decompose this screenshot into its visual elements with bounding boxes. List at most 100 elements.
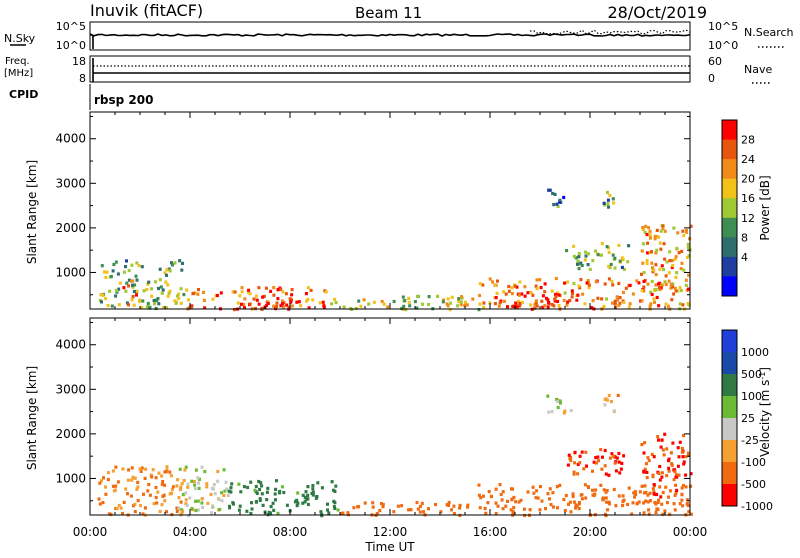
echo-cell — [667, 459, 670, 463]
echo-cell — [627, 244, 631, 248]
echo-cell — [540, 499, 544, 503]
echo-cell — [506, 305, 509, 309]
echo-cell — [599, 448, 603, 452]
echo-cell — [111, 269, 115, 273]
echo-cell — [167, 267, 171, 271]
echo-cell — [517, 299, 521, 303]
echo-cell — [653, 234, 657, 238]
echo-cell — [392, 299, 396, 304]
echo-cell — [640, 288, 644, 293]
echo-cell — [504, 292, 508, 296]
echo-cell — [675, 473, 678, 477]
echo-cell — [584, 496, 588, 500]
echo-cell — [239, 490, 243, 494]
echo-cell — [606, 202, 610, 206]
echo-cell — [267, 510, 271, 514]
echo-cell — [685, 498, 689, 502]
sky-right-tick-top: 10^5 — [708, 20, 738, 33]
echo-cell — [102, 476, 105, 480]
velocity-colorbar: 1000 500 100 25 -25 -100 -500 -1000 — [721, 329, 773, 513]
echo-cell — [116, 480, 120, 484]
echo-cell — [185, 503, 189, 507]
echo-cell — [141, 512, 145, 516]
echo-cell — [652, 492, 656, 496]
echo-cell — [242, 302, 246, 307]
echo-cell — [682, 434, 685, 438]
echo-cell — [614, 306, 618, 310]
colorbar-bin — [722, 440, 737, 463]
echo-cell — [594, 461, 598, 465]
power-echo-region-5 — [478, 276, 691, 311]
velocity-colorbar-label-end: ] — [758, 367, 772, 372]
echo-cell — [306, 497, 310, 501]
ytick-label: 4000 — [55, 338, 86, 352]
echo-cell — [184, 502, 188, 506]
power-panel-frame — [89, 111, 691, 310]
echo-cell — [400, 504, 404, 508]
echo-cell — [671, 441, 675, 445]
echo-cell — [674, 255, 678, 259]
echo-cell — [640, 249, 644, 253]
echo-cell — [261, 503, 265, 507]
echo-cell — [568, 457, 572, 461]
echo-cell — [439, 510, 443, 514]
echo-cell — [643, 484, 647, 488]
echo-cell — [535, 304, 539, 308]
echo-cell — [240, 290, 244, 294]
echo-cell — [326, 508, 329, 512]
echo-cell — [194, 508, 198, 513]
echo-cell — [607, 264, 611, 268]
echo-cell — [606, 190, 609, 194]
echo-cell — [150, 475, 154, 479]
echo-cell — [634, 492, 638, 497]
echo-cell — [657, 438, 660, 442]
echo-cell — [531, 293, 535, 297]
echo-cell — [641, 226, 645, 230]
echo-cell — [442, 298, 446, 302]
echo-cell — [651, 475, 655, 479]
echo-cell — [133, 283, 137, 287]
echo-cell — [125, 301, 129, 305]
echo-cell — [160, 291, 164, 295]
echo-cell — [644, 462, 648, 466]
echo-cell — [661, 227, 665, 231]
echo-cell — [658, 464, 662, 469]
echo-cell — [686, 255, 689, 259]
echo-cell — [603, 282, 607, 286]
velocity-colorbar-label: Velocity [m s-1] — [758, 367, 772, 457]
echo-cell — [320, 514, 324, 518]
echo-cell — [645, 476, 649, 480]
echo-cell — [562, 298, 566, 302]
echo-cell — [357, 299, 361, 303]
echo-cell — [526, 490, 530, 494]
echo-cell — [663, 229, 667, 233]
echo-cell — [178, 467, 182, 471]
echo-cell — [264, 286, 268, 290]
echo-cell — [654, 283, 658, 287]
echo-cell — [330, 302, 333, 306]
echo-cell — [447, 503, 451, 507]
echo-cell — [175, 506, 179, 510]
echo-cell — [225, 487, 229, 491]
echo-cell — [490, 495, 493, 499]
echo-cell — [578, 454, 582, 458]
echo-cell — [154, 485, 158, 490]
velocity-echo-region-5 — [546, 394, 573, 415]
echo-cell — [295, 504, 299, 508]
echo-cell — [564, 494, 568, 498]
echo-cell — [168, 269, 172, 273]
echo-cell — [499, 299, 503, 303]
echo-cell — [557, 293, 561, 297]
echo-cell — [119, 506, 123, 510]
echo-cell — [127, 284, 131, 288]
echo-cell — [617, 460, 621, 464]
echo-cell — [463, 300, 467, 304]
echo-cell — [657, 235, 660, 239]
echo-cell — [674, 491, 678, 495]
echo-cell — [657, 285, 661, 290]
echo-cell — [98, 502, 102, 506]
echo-cell — [518, 303, 522, 307]
echo-cell — [104, 297, 108, 301]
echo-cell — [534, 299, 538, 303]
